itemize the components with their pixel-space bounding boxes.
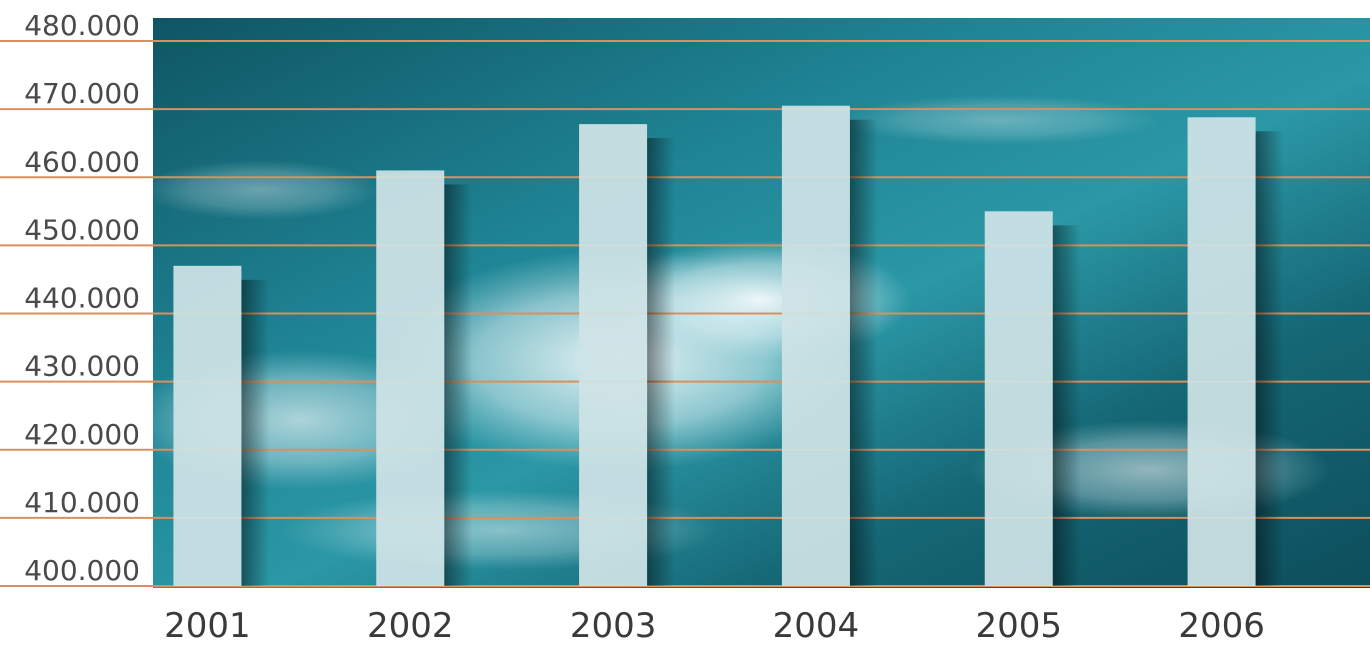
x-category-label: 2003 — [570, 606, 657, 645]
bar-2003 — [579, 124, 648, 587]
bar-shadow — [444, 184, 473, 586]
bar-2004 — [781, 105, 850, 586]
bar-shadow — [241, 279, 270, 586]
bar-2006 — [1187, 117, 1256, 587]
bar-shadow — [1052, 225, 1081, 586]
y-tick-label: 480.000 — [24, 9, 140, 42]
x-category-label: 2004 — [773, 606, 860, 645]
bar-2002 — [376, 170, 445, 586]
bar-2005 — [984, 211, 1053, 586]
x-axis-category-labels: 2001 2002 2003 2004 2005 2006 — [164, 606, 1265, 645]
y-tick-label: 410.000 — [24, 486, 140, 519]
x-category-label: 2005 — [975, 606, 1062, 645]
y-tick-label: 460.000 — [24, 145, 140, 178]
x-category-label: 2001 — [164, 606, 251, 645]
y-tick-label: 450.000 — [24, 213, 140, 246]
y-tick-label: 440.000 — [24, 282, 140, 315]
bar-shadow — [849, 119, 878, 586]
bars — [173, 105, 1284, 587]
x-category-label: 2006 — [1178, 606, 1265, 645]
y-tick-label: 420.000 — [24, 418, 140, 451]
y-tick-label: 470.000 — [24, 77, 140, 110]
bar-2001 — [173, 265, 242, 586]
y-axis-tick-labels: 400.000 410.000 420.000 430.000 440.000 450.0… — [24, 9, 140, 587]
bar-shadow — [1255, 131, 1284, 587]
ocean-background — [153, 18, 1370, 588]
y-tick-label: 400.000 — [24, 554, 140, 587]
bar-shadow — [647, 138, 676, 587]
y-tick-label: 430.000 — [24, 350, 140, 383]
x-category-label: 2002 — [367, 606, 454, 645]
